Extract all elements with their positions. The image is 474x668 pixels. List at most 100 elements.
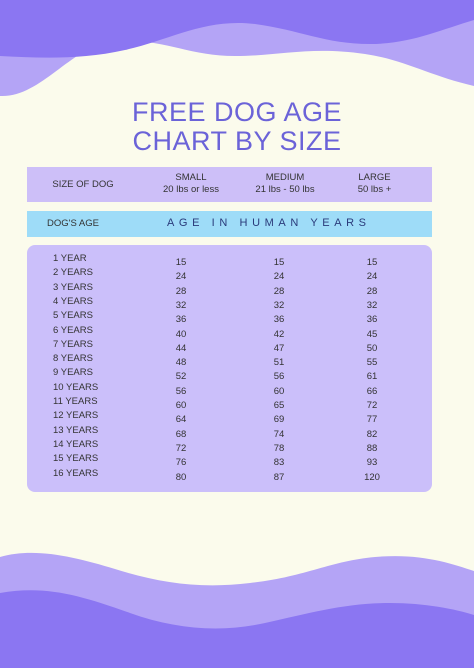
small-value-cell: 28 <box>175 285 187 297</box>
medium-value-cell: 36 <box>273 314 285 326</box>
age-cell: 3 YEARS <box>53 281 93 293</box>
large-value-cell: 55 <box>366 357 378 369</box>
table-row: 9 YEARS 52 56 61 <box>27 367 432 383</box>
small-value-cell: 68 <box>175 428 187 440</box>
table-row: 10 YEARS 56 60 66 <box>27 381 432 397</box>
medium-value-cell: 56 <box>273 371 285 383</box>
medium-value-cell: 74 <box>273 428 285 440</box>
large-value-cell: 24 <box>366 271 378 283</box>
age-cell: 11 YEARS <box>53 396 98 407</box>
age-cell: 10 YEARS <box>53 381 99 393</box>
small-size-range: 20 lbs or less <box>163 184 219 195</box>
table-row: 13 YEARS 68 74 82 <box>27 424 432 440</box>
small-value-cell: 56 <box>175 385 187 397</box>
human-years-label: AGE IN HUMAN YEARS <box>167 217 371 229</box>
age-cell: 2 YEARS <box>53 267 93 279</box>
age-cell: 13 YEARS <box>53 424 99 436</box>
small-value-cell: 60 <box>175 400 187 411</box>
age-cell: 7 YEARS <box>53 338 93 350</box>
small-value-cell: 52 <box>175 371 187 383</box>
small-size-column-header: SMALL 20 lbs or less <box>145 172 237 196</box>
table-row: 16 YEARS 80 87 120 <box>27 467 432 483</box>
medium-size-column-header: MEDIUM 21 lbs - 50 lbs <box>234 172 336 196</box>
table-row: 4 YEARS 32 32 32 <box>27 295 432 311</box>
small-value-cell: 76 <box>175 457 187 469</box>
age-cell: 9 YEARS <box>53 367 93 379</box>
large-value-cell: 45 <box>366 328 378 340</box>
page-title-line-1: FREE DOG AGE <box>131 97 343 127</box>
size-of-dog-label: SIZE OF DOG <box>52 179 114 190</box>
table-row: 15 YEARS 76 83 93 <box>27 453 432 469</box>
large-value-cell: 28 <box>366 285 378 297</box>
small-value-cell: 64 <box>175 414 187 426</box>
large-value-cell: 120 <box>364 471 380 483</box>
bottom-wave-decoration <box>0 552 474 668</box>
top-wave-dark <box>0 0 474 58</box>
small-value-cell: 15 <box>175 257 187 268</box>
large-value-cell: 36 <box>366 314 378 326</box>
small-value-cell: 32 <box>175 299 187 311</box>
size-header-bar: SIZE OF DOG SMALL 20 lbs or less MEDIUM … <box>27 167 432 202</box>
large-value-cell: 77 <box>366 414 378 426</box>
large-value-cell: 32 <box>366 299 378 311</box>
age-cell: 6 YEARS <box>53 324 93 336</box>
large-value-cell: 66 <box>366 385 378 397</box>
age-cell: 14 YEARS <box>53 438 99 450</box>
medium-value-cell: 51 <box>273 357 285 369</box>
table-row: 14 YEARS 72 78 88 <box>27 438 432 454</box>
medium-size-range: 21 lbs - 50 lbs <box>255 184 315 195</box>
medium-value-cell: 24 <box>273 271 285 283</box>
large-value-cell: 93 <box>366 457 378 469</box>
age-cell: 1 YEAR <box>53 253 87 264</box>
large-value-cell: 88 <box>366 442 378 454</box>
small-value-cell: 44 <box>175 342 187 354</box>
medium-size-name: MEDIUM <box>265 172 305 183</box>
large-value-cell: 82 <box>366 428 378 440</box>
large-size-range: 50 lbs + <box>357 184 392 195</box>
age-cell: 12 YEARS <box>53 410 99 422</box>
table-row: 12 YEARS 64 69 77 <box>27 410 432 426</box>
age-cell: 4 YEARS <box>53 295 93 307</box>
small-value-cell: 36 <box>175 314 187 326</box>
medium-value-cell: 47 <box>273 342 285 354</box>
medium-value-cell: 28 <box>273 285 285 297</box>
medium-value-cell: 78 <box>273 442 285 454</box>
table-row: 1 YEAR 15 15 15 <box>27 253 432 268</box>
table-row: 6 YEARS 40 42 45 <box>27 324 432 340</box>
large-value-cell: 61 <box>366 371 378 383</box>
large-size-name: LARGE <box>358 172 391 183</box>
age-cell: 15 YEARS <box>53 453 99 465</box>
table-row: 7 YEARS 44 47 50 <box>27 338 432 354</box>
small-value-cell: 40 <box>175 328 187 340</box>
table-row: 8 YEARS 48 51 55 <box>27 353 432 369</box>
table-row: 5 YEARS 36 36 36 <box>27 310 432 326</box>
medium-value-cell: 60 <box>273 385 285 397</box>
large-value-cell: 15 <box>366 257 378 268</box>
age-cell: 8 YEARS <box>53 353 93 365</box>
top-wave-decoration <box>0 0 474 97</box>
table-row: 3 YEARS 28 28 28 <box>27 281 432 297</box>
large-value-cell: 50 <box>366 342 378 354</box>
medium-value-cell: 83 <box>273 457 285 469</box>
medium-value-cell: 32 <box>273 299 285 311</box>
small-value-cell: 80 <box>175 471 187 483</box>
table-row: 2 YEARS 24 24 24 <box>27 267 432 283</box>
small-value-cell: 24 <box>175 271 187 283</box>
age-cell: 5 YEARS <box>53 310 93 322</box>
large-size-column-header: LARGE 50 lbs + <box>327 172 422 196</box>
medium-value-cell: 15 <box>273 257 285 268</box>
large-value-cell: 72 <box>366 400 378 411</box>
medium-value-cell: 69 <box>273 414 285 426</box>
small-size-name: SMALL <box>175 172 207 183</box>
age-table: 1 YEAR 15 15 15 2 YEARS 24 24 24 3 YEARS 28 28 28 4 … <box>27 245 432 492</box>
medium-value-cell: 42 <box>273 328 285 340</box>
age-header-bar: DOG'S AGE AGE IN HUMAN YEARS <box>27 211 432 237</box>
medium-value-cell: 65 <box>273 400 285 411</box>
medium-value-cell: 87 <box>273 471 285 483</box>
bottom-wave-dark <box>0 590 474 668</box>
small-value-cell: 48 <box>175 357 187 369</box>
small-value-cell: 72 <box>175 442 187 454</box>
age-cell: 16 YEARS <box>53 467 99 479</box>
table-row: 11 YEARS 60 65 72 <box>27 396 432 411</box>
page-title-line-2: CHART BY SIZE <box>132 126 342 156</box>
